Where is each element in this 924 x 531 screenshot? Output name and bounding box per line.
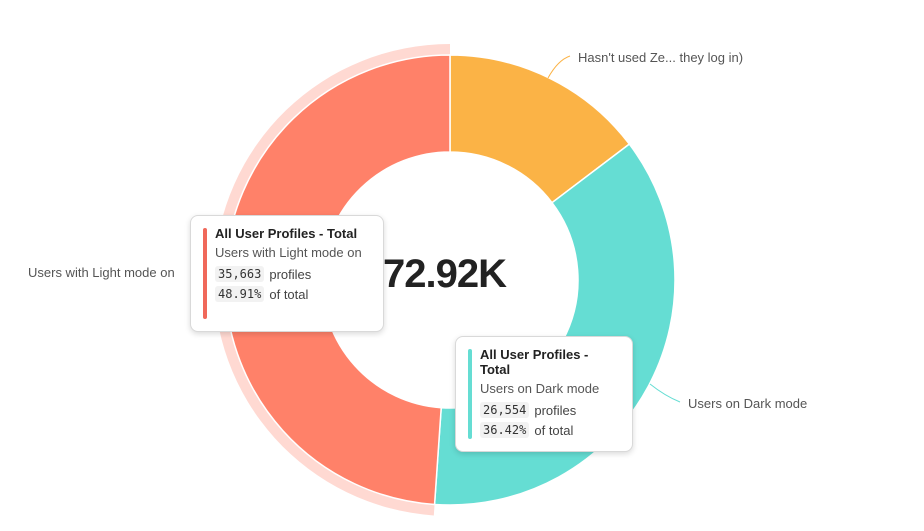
tooltip-percent-row: 36.42% of total (480, 422, 620, 438)
tooltip-dark-mode: All User Profiles - Total Users on Dark … (455, 336, 633, 452)
tooltip-percent: 36.42% (480, 422, 530, 438)
tooltip-count-row: 35,663 profiles (215, 266, 371, 282)
tooltip-count-unit: profiles (269, 266, 312, 282)
tooltip-color-bar (203, 228, 207, 319)
tooltip-percent: 48.91% (215, 286, 265, 302)
tooltip-title: All User Profiles - Total (480, 347, 589, 377)
tooltip-count-row: 26,554 profiles (480, 402, 620, 418)
total-value: 72.92K (383, 252, 507, 296)
tooltip-count-unit: profiles (534, 402, 577, 418)
tooltip-count: 35,663 (215, 266, 265, 282)
tooltip-percent-suffix: of total (269, 286, 309, 302)
slice-label-light-mode: Users with Light mode on (28, 265, 175, 280)
leader-line-dark-mode (649, 383, 681, 403)
slice-label-dark-mode: Users on Dark mode (688, 396, 808, 411)
tooltip-series: Users with Light mode on (215, 245, 362, 260)
tooltip-percent-row: 48.91% of total (215, 286, 371, 302)
slice-label-not-used: Hasn't used Ze... they log in) (578, 50, 744, 65)
tooltip-percent-suffix: of total (534, 422, 574, 438)
tooltip-title: All User Profiles - Total (215, 226, 358, 241)
tooltip-series: Users on Dark mode (480, 381, 600, 396)
tooltip-count: 26,554 (480, 402, 530, 418)
tooltip-color-bar (468, 349, 472, 439)
leader-line-not-used (547, 55, 571, 79)
tooltip-light-mode: All User Profiles - Total Users with Lig… (190, 215, 384, 332)
